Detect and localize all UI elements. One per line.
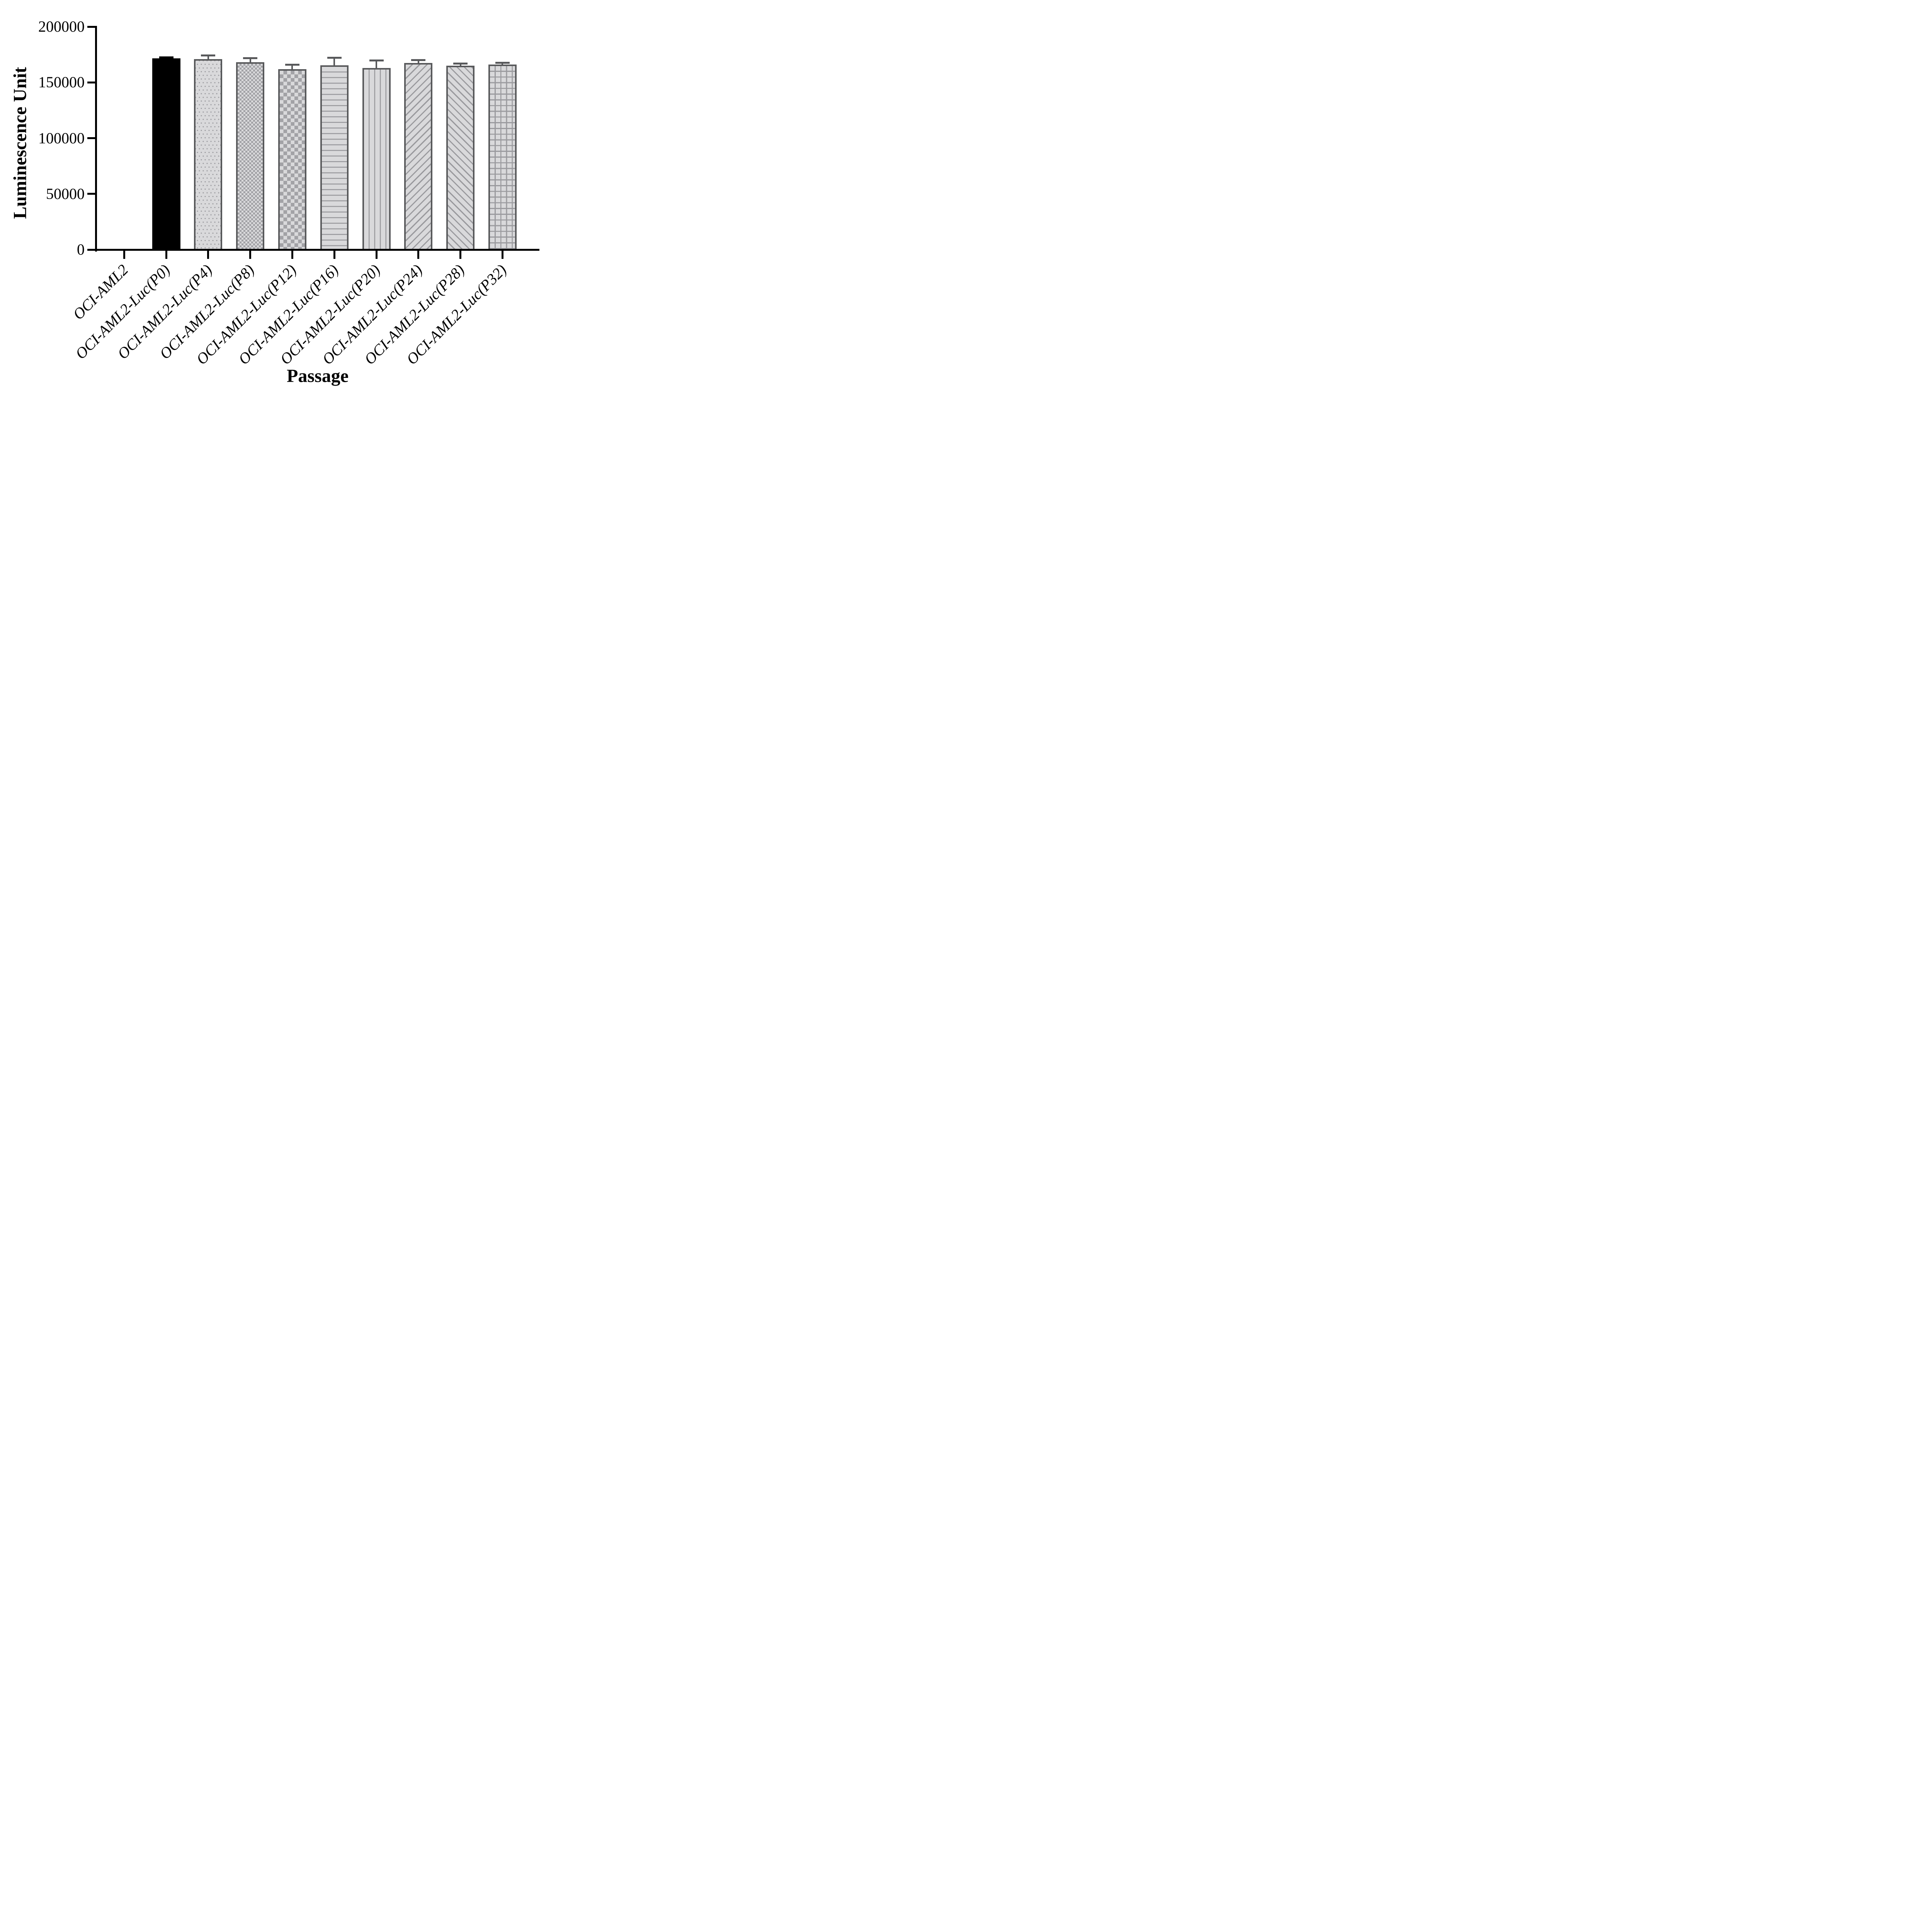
x-axis-title: Passage [287,366,349,386]
y-tick-mark [87,248,96,251]
error-bar-stem [249,58,251,64]
error-bar-stem [207,55,209,60]
error-bar-cap [369,59,384,61]
error-bar-cap [243,57,258,60]
y-tick-label: 150000 [38,73,85,91]
error-bar-cap [495,62,510,64]
bar [362,68,391,251]
bar [320,65,349,251]
x-axis-line [95,248,539,251]
plot-area: 0 50000 100000 150000 200000 OCI-AML2 OCI-AML2… [0,0,569,404]
y-tick-label: 50000 [46,185,85,202]
x-tick-mark [207,250,209,259]
x-tick-mark [333,250,335,259]
error-bar-stem [376,60,377,69]
x-tick-mark [501,250,503,259]
bar [152,58,180,251]
error-bar-cap [453,62,468,65]
error-bar-stem [291,65,293,70]
y-tick-label: 0 [77,241,85,258]
x-tick-mark [249,250,252,259]
error-bar-stem [459,63,461,67]
error-bar-cap [159,56,173,59]
y-tick-mark [87,81,96,83]
x-tick-mark [291,250,293,259]
x-tick-mark [375,250,378,259]
y-axis-title: Luminescence Unit [10,67,31,219]
x-tick-mark [123,250,125,259]
error-bar-cap [327,57,342,59]
y-axis-line [95,26,97,252]
y-tick-mark [87,193,96,195]
error-bar-cap [201,54,216,57]
bar-chart: 0 50000 100000 150000 200000 OCI-AML2 OCI-AML2… [0,0,569,404]
y-tick-mark [87,137,96,139]
error-bar-stem [333,58,335,66]
bar [488,65,517,251]
error-bar-cap [411,59,426,61]
x-tick-mark [165,250,167,259]
error-bar-stem [502,63,503,66]
error-bar-cap [285,63,299,66]
y-tick-label: 200000 [38,18,85,35]
bar [236,62,265,251]
x-tick-mark [417,250,420,259]
bar [278,69,306,251]
bar [194,59,223,251]
bar [446,65,475,251]
y-tick-label: 100000 [38,129,85,147]
error-bar-stem [417,60,419,64]
x-tick-mark [459,250,462,259]
y-tick-mark [87,26,96,28]
bar [404,63,433,251]
